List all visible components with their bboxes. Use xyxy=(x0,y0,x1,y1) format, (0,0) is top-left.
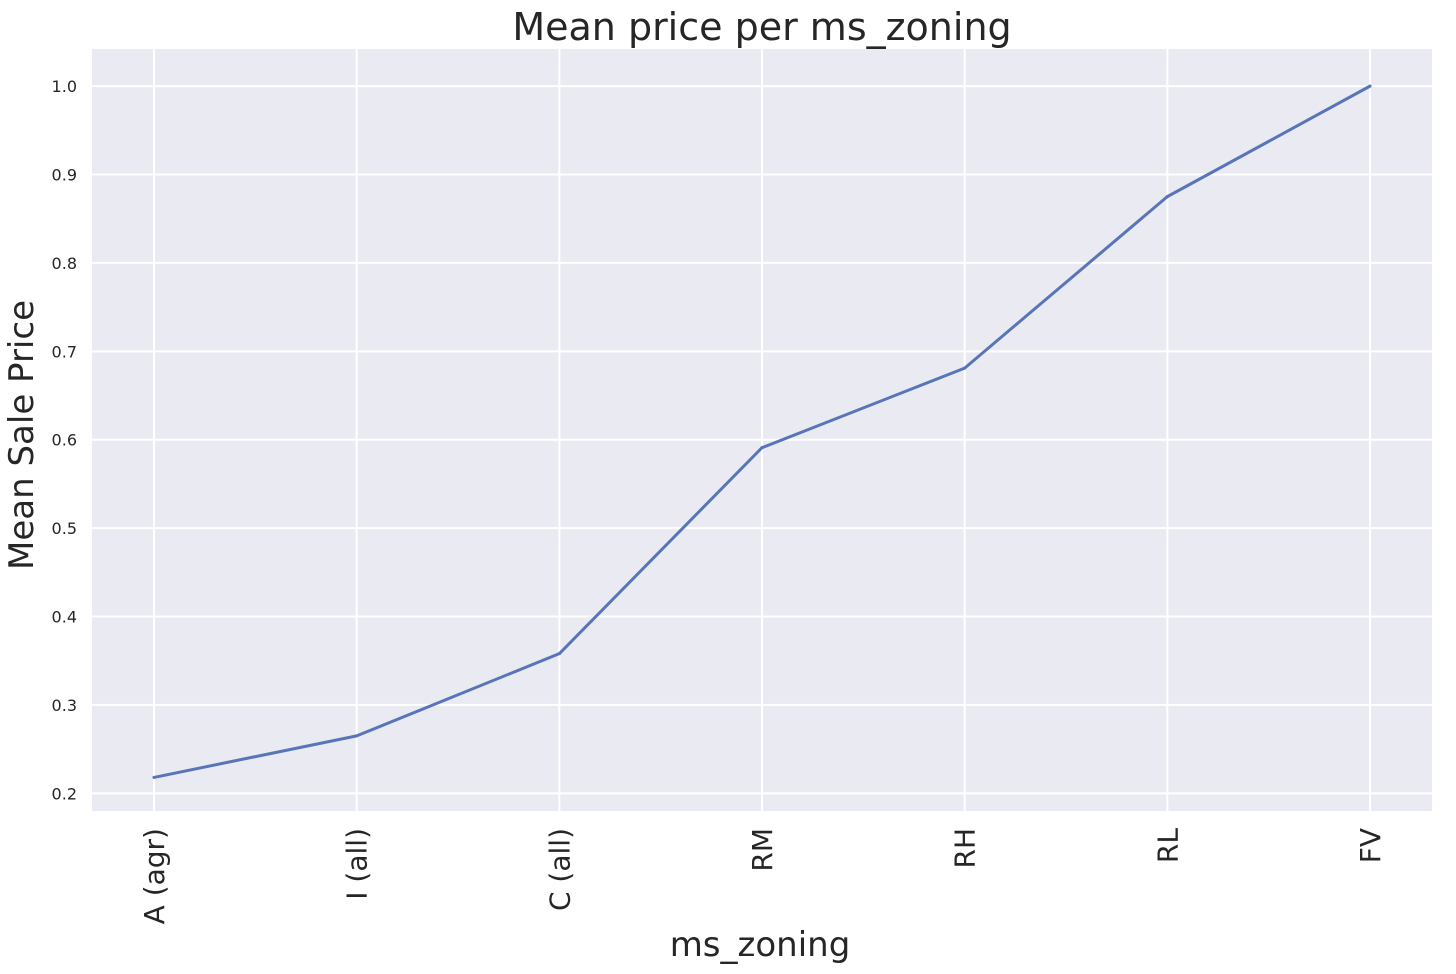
data-point xyxy=(1165,195,1169,199)
x-tick-label: RM xyxy=(746,828,779,872)
y-tick-label: 0.6 xyxy=(52,431,77,450)
x-axis-label: ms_zoning xyxy=(670,925,851,965)
y-tick-label: 0.9 xyxy=(52,166,77,185)
x-tick-label: RL xyxy=(1151,828,1184,863)
data-point xyxy=(963,366,967,370)
data-point xyxy=(760,446,764,450)
y-tick-label: 0.4 xyxy=(52,608,77,627)
x-tick-label: FV xyxy=(1354,828,1387,863)
chart-title: Mean price per ms_zoning xyxy=(512,5,1011,49)
series-layer xyxy=(152,84,1372,779)
x-tick-labels: A (agr) I (all) C (all) RM RH RL FV xyxy=(138,828,1387,925)
y-tick-label: 0.5 xyxy=(52,519,77,538)
x-tick-label: C (all) xyxy=(543,828,576,911)
x-gridlines xyxy=(153,49,1371,811)
x-tick-label: A (agr) xyxy=(138,828,171,924)
y-tick-labels: 0.2 0.3 0.4 0.5 0.6 0.7 0.8 0.9 1.0 xyxy=(52,77,77,803)
data-point xyxy=(557,652,561,656)
y-tick-label: 0.8 xyxy=(52,254,77,273)
y-axis-label: Mean Sale Price xyxy=(2,300,42,570)
data-point xyxy=(1368,84,1372,88)
y-tick-label: 0.2 xyxy=(52,784,77,803)
y-tick-label: 1.0 xyxy=(52,77,77,96)
data-point xyxy=(152,775,156,779)
x-tick-label: I (all) xyxy=(341,828,374,900)
x-tick-label: RH xyxy=(949,828,982,869)
y-tick-label: 0.7 xyxy=(52,342,77,361)
data-point xyxy=(355,734,359,738)
y-tick-label: 0.3 xyxy=(52,696,77,715)
